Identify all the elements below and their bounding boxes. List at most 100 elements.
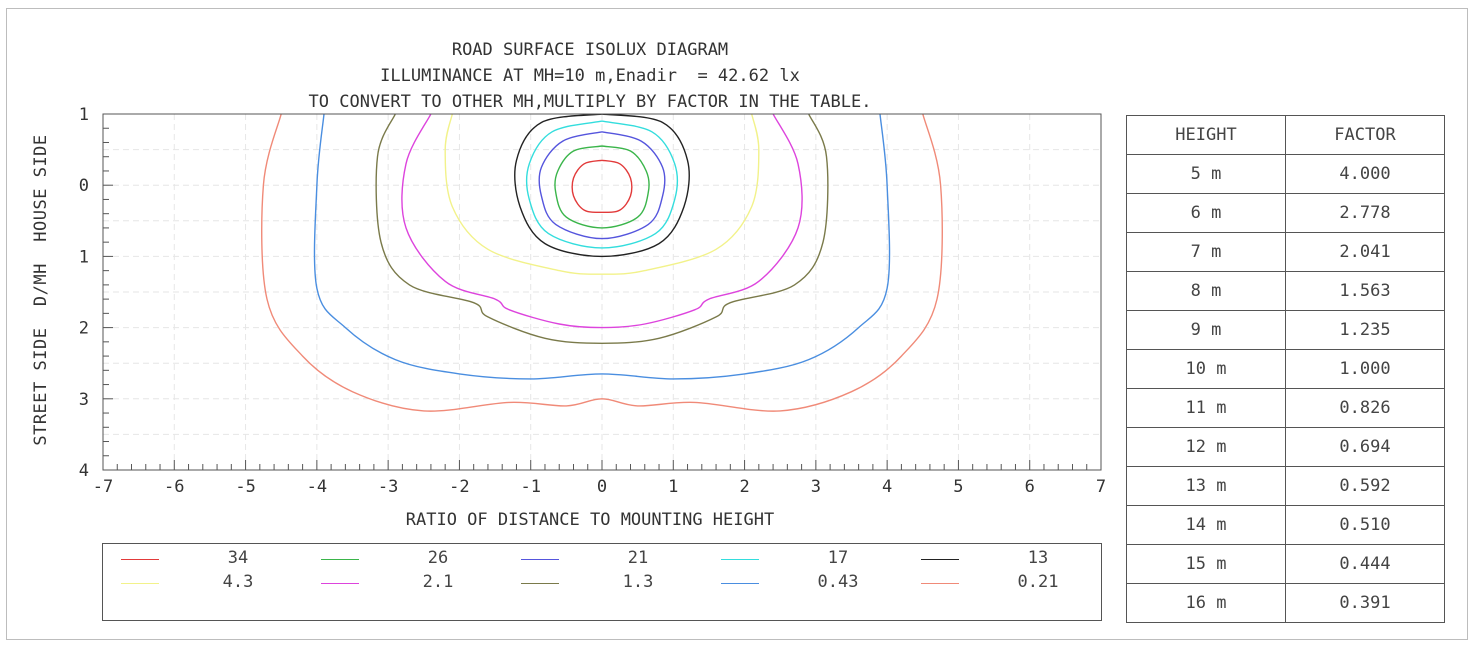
factor-cell: 1.000	[1285, 349, 1445, 389]
isolux-curve-13	[514, 114, 690, 258]
legend-swatch	[121, 583, 159, 584]
height-cell: 12 m	[1126, 427, 1286, 467]
x-tick-label: -3	[378, 477, 398, 497]
isolux-curve-21	[538, 131, 666, 240]
height-cell: 14 m	[1126, 505, 1286, 545]
legend-label: 1.3	[622, 572, 654, 592]
isolux-curve-4.3	[444, 114, 760, 275]
factor-cell: 0.444	[1285, 544, 1445, 584]
height-cell: 16 m	[1126, 583, 1286, 623]
legend-item: 21	[513, 548, 703, 570]
factor-cell: 0.826	[1285, 388, 1445, 428]
legend-label: 4.3	[222, 572, 254, 592]
legend-swatch	[321, 559, 359, 560]
x-tick-label: -2	[449, 477, 469, 497]
height-cell: 7 m	[1126, 232, 1286, 272]
table-row: 12 m 0.694	[1126, 427, 1445, 467]
y-tick-label: 0	[79, 176, 89, 196]
legend-swatch	[921, 583, 959, 584]
x-tick-label: -6	[164, 477, 184, 497]
legend-label: 2.1	[422, 572, 454, 592]
factor-cell: 0.510	[1285, 505, 1445, 545]
legend-swatch	[121, 559, 159, 560]
isolux-curve-0.21	[261, 114, 943, 412]
isolux-curve-34	[571, 159, 633, 214]
legend-label: 26	[427, 548, 449, 568]
x-tick-label: 0	[597, 477, 607, 497]
legend-label: 34	[227, 548, 249, 568]
height-cell: 6 m	[1126, 193, 1286, 233]
height-cell: 15 m	[1126, 544, 1286, 584]
legend-item: 26	[313, 548, 503, 570]
legend-swatch	[921, 559, 959, 560]
factor-cell: 2.041	[1285, 232, 1445, 272]
legend-label: 21	[627, 548, 649, 568]
factor-cell: 0.391	[1285, 583, 1445, 623]
table-row: 14 m 0.510	[1126, 505, 1445, 545]
legend-swatch	[721, 559, 759, 560]
diagram-frame	[6, 8, 1468, 640]
chart-title: ROAD SURFACE ISOLUX DIAGRAM	[451, 40, 729, 60]
legend-label: 0.43	[817, 572, 859, 592]
legend-item: 4.3	[113, 572, 303, 594]
factor-cell: 0.592	[1285, 466, 1445, 506]
chart-subtitle: ILLUMINANCE AT MH=10 m,Enadir = 42.62 lx	[380, 66, 800, 86]
height-cell: 9 m	[1126, 310, 1286, 350]
isolux-curve-1.3	[375, 114, 829, 345]
legend-item: 17	[713, 548, 903, 570]
x-tick-label: 1	[668, 477, 678, 497]
table-row: 15 m 0.444	[1126, 544, 1445, 584]
x-tick-label: 2	[739, 477, 749, 497]
isolux-curve-0.43	[313, 114, 891, 380]
legend-swatch	[321, 583, 359, 584]
table-row: 7 m 2.041	[1126, 232, 1445, 272]
factor-cell: 2.778	[1285, 193, 1445, 233]
height-cell: 13 m	[1126, 466, 1286, 506]
legend-swatch	[521, 559, 559, 560]
table-row: 13 m 0.592	[1126, 466, 1445, 506]
x-tick-label: -5	[235, 477, 255, 497]
factor-cell: 4.000	[1285, 154, 1445, 194]
legend: 34 26 21 17 13 4.3 2.1 1.3 0.43 0.21	[102, 543, 1102, 621]
legend-item: 13	[913, 548, 1103, 570]
x-tick-label: 5	[953, 477, 963, 497]
height-cell: 10 m	[1126, 349, 1286, 389]
legend-item: 2.1	[313, 572, 503, 594]
factor-cell: 1.235	[1285, 310, 1445, 350]
chart-note: TO CONVERT TO OTHER MH,MULTIPLY BY FACTO…	[308, 92, 872, 112]
x-tick-label: 4	[882, 477, 892, 497]
height-cell: 8 m	[1126, 271, 1286, 311]
y-tick-label: 2	[79, 319, 89, 339]
legend-item: 34	[113, 548, 303, 570]
x-tick-label: -4	[307, 477, 327, 497]
x-tick-label: 7	[1096, 477, 1106, 497]
factor-table-header-row: HEIGHT FACTOR	[1126, 115, 1445, 155]
tick-labels: -7 -6 -5 -4 -3 -2 -1 0 1 2 3 4 5 6 7 1 0 1 2 3 4	[79, 105, 1106, 497]
factor-table: HEIGHT FACTOR 5 m 4.000 6 m 2.778 7 m 2.041…	[1126, 115, 1445, 623]
header-factor: FACTOR	[1285, 115, 1445, 155]
x-tick-label: -1	[520, 477, 540, 497]
x-tick-label: 6	[1025, 477, 1035, 497]
y-axis-label-wrap: STREET SIDE D/MH HOUSE SIDE	[26, 90, 56, 490]
isolux-curve-17	[525, 120, 679, 249]
y-tick-label: 1	[79, 247, 89, 267]
header-height: HEIGHT	[1126, 115, 1286, 155]
table-row: 5 m 4.000	[1126, 154, 1445, 194]
table-row: 8 m 1.563	[1126, 271, 1445, 311]
isolux-curves	[261, 114, 943, 412]
table-row: 11 m 0.826	[1126, 388, 1445, 428]
height-cell: 5 m	[1126, 154, 1286, 194]
height-cell: 11 m	[1126, 388, 1286, 428]
table-row: 16 m 0.391	[1126, 583, 1445, 623]
legend-label: 0.21	[1017, 572, 1059, 592]
legend-label: 17	[827, 548, 849, 568]
factor-cell: 0.694	[1285, 427, 1445, 467]
legend-item: 0.21	[913, 572, 1103, 594]
legend-item: 1.3	[513, 572, 703, 594]
y-tick-label: 3	[79, 390, 89, 410]
axis-ticks	[102, 113, 1102, 471]
x-axis-label: RATIO OF DISTANCE TO MOUNTING HEIGHT	[405, 510, 775, 530]
legend-item: 0.43	[713, 572, 903, 594]
y-tick-label: 4	[79, 461, 89, 481]
